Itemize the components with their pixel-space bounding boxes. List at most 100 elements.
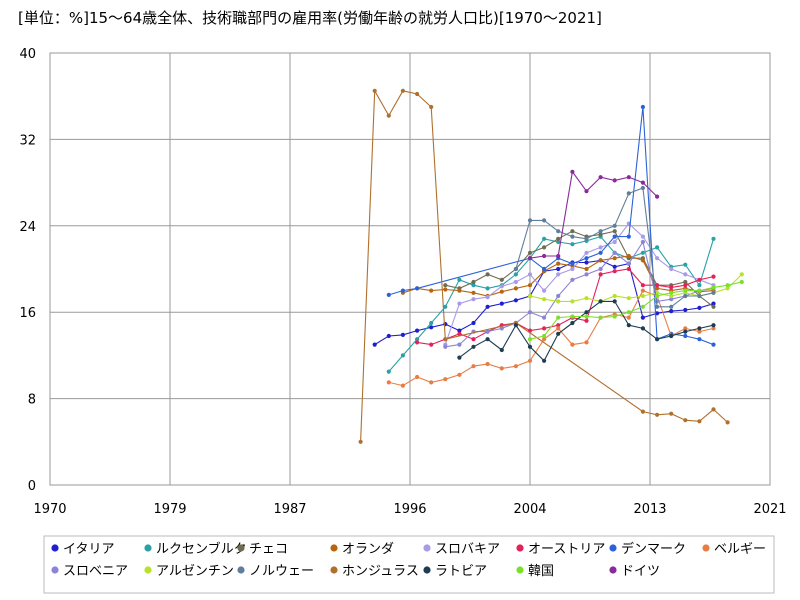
- data-point: [612, 239, 617, 245]
- data-point: [640, 180, 646, 185]
- data-point: [556, 236, 561, 241]
- data-point: [626, 261, 631, 266]
- legend-item: ノルウェー: [237, 564, 314, 579]
- data-point: [556, 261, 561, 266]
- data-point: [570, 320, 575, 326]
- data-point: [697, 288, 702, 293]
- data-point: [570, 314, 575, 319]
- legend-item: ラトビア: [423, 564, 487, 579]
- data-point: [415, 91, 420, 97]
- data-point: [697, 329, 702, 334]
- data-point: [711, 301, 716, 306]
- data-point: [570, 242, 575, 247]
- x-tick-label: 1987: [273, 502, 306, 517]
- data-point: [683, 279, 688, 285]
- data-point: [640, 293, 646, 299]
- data-point: [584, 189, 589, 194]
- legend-marker: [330, 566, 338, 574]
- data-point: [542, 218, 547, 223]
- data-point: [626, 175, 631, 180]
- legend-marker: [144, 566, 152, 574]
- data-point: [400, 383, 405, 388]
- series: [358, 88, 730, 444]
- data-point: [513, 266, 519, 272]
- legend-item: オーストリア: [516, 542, 605, 557]
- data-point: [669, 304, 674, 309]
- data-point: [386, 369, 391, 374]
- data-point: [556, 326, 561, 331]
- data-point: [612, 256, 617, 261]
- legend-marker: [144, 544, 152, 552]
- data-point: [711, 323, 716, 328]
- data-point: [513, 298, 519, 303]
- series: [513, 185, 716, 309]
- data-point: [640, 326, 646, 331]
- data-point: [739, 279, 744, 285]
- data-point: [471, 283, 476, 288]
- data-point: [655, 283, 660, 288]
- data-point: [655, 194, 660, 199]
- data-point: [471, 297, 476, 302]
- legend-label: ラトビア: [435, 564, 487, 579]
- data-point: [655, 293, 660, 299]
- data-point: [640, 288, 646, 293]
- data-point: [669, 285, 674, 290]
- legend-item: イタリア: [51, 542, 114, 557]
- data-point: [612, 299, 617, 304]
- data-point: [640, 239, 646, 245]
- data-point: [584, 256, 589, 261]
- legend-marker: [609, 544, 617, 552]
- data-point: [697, 337, 702, 342]
- series-line: [445, 240, 714, 348]
- data-point: [457, 328, 462, 333]
- x-tick-label: 1970: [33, 502, 66, 517]
- legend-item: ルクセンブルク: [144, 541, 247, 557]
- data-point: [570, 277, 575, 282]
- data-point: [527, 310, 533, 315]
- data-point: [725, 283, 730, 288]
- legend-marker: [51, 544, 59, 552]
- data-point: [527, 272, 533, 277]
- data-point: [584, 260, 589, 265]
- data-point: [711, 290, 716, 295]
- data-point: [612, 314, 617, 319]
- data-point: [485, 272, 490, 277]
- legend-marker: [423, 566, 431, 574]
- data-point: [471, 290, 476, 295]
- data-point: [683, 326, 688, 331]
- data-point: [499, 326, 504, 331]
- data-point: [499, 277, 504, 282]
- series-line: [417, 268, 714, 346]
- series: [386, 288, 716, 388]
- data-point: [485, 304, 490, 309]
- legend-marker: [516, 544, 524, 552]
- data-point: [598, 232, 603, 237]
- data-point: [697, 326, 702, 331]
- data-point: [725, 420, 730, 425]
- data-point: [584, 340, 589, 345]
- data-point: [556, 239, 561, 245]
- data-point: [626, 315, 631, 320]
- data-point: [669, 297, 674, 302]
- legend-label: 韓国: [528, 564, 554, 579]
- x-tick-label: 1996: [393, 502, 426, 517]
- data-point: [527, 218, 533, 223]
- y-tick-label: 40: [19, 47, 36, 62]
- data-point: [542, 245, 547, 250]
- legend-items: イタリア ルクセンブルク チェコ オランダ スロバキア オーストリア デンマーク ベルギースロ…: [51, 541, 766, 579]
- data-point: [598, 229, 603, 234]
- data-point: [513, 286, 519, 291]
- data-point: [697, 283, 702, 288]
- data-point: [457, 331, 462, 336]
- data-point: [415, 337, 420, 342]
- data-point: [584, 318, 589, 323]
- series-line: [388, 235, 715, 372]
- data-point: [739, 272, 744, 277]
- legend-item: 韓国: [516, 564, 554, 579]
- data-point: [471, 320, 476, 326]
- data-point: [598, 272, 603, 277]
- data-point: [640, 250, 646, 255]
- data-point: [556, 331, 561, 336]
- data-point: [570, 342, 575, 347]
